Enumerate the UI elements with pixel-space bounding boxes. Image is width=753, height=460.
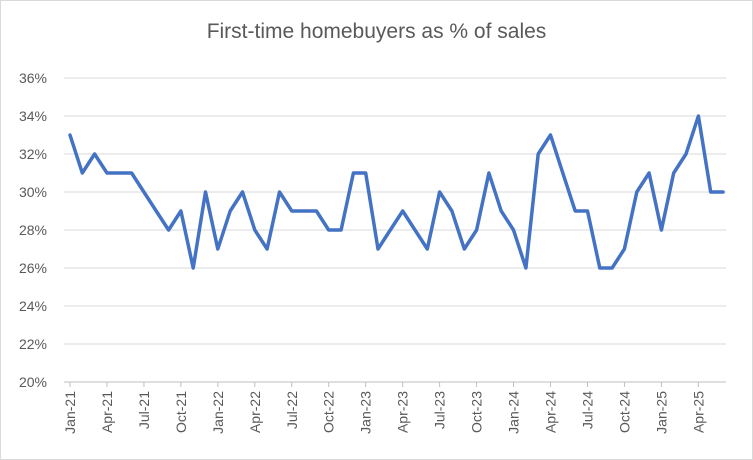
y-tick-label: 30% — [19, 184, 47, 200]
y-tick-label: 26% — [19, 260, 47, 276]
x-tick-label: Apr-24 — [543, 391, 559, 433]
x-tick-label: Oct-24 — [616, 391, 632, 433]
x-axis — [64, 381, 726, 387]
x-tick-label: Apr-22 — [247, 391, 263, 433]
series-layer — [68, 114, 725, 270]
x-axis-tick-labels: Jan-21 Apr-21 Jul-21 Oct-21 Jan-22 Apr-22 Jul-… — [62, 391, 706, 434]
x-tick-label: Jul-23 — [432, 391, 448, 429]
x-tick-label: Jan-21 — [62, 391, 78, 434]
x-tick-label: Apr-23 — [395, 391, 411, 433]
x-tick-label: Jul-24 — [579, 391, 595, 429]
x-tick-label: Jul-21 — [136, 391, 152, 429]
x-tick-label: Apr-25 — [690, 391, 706, 433]
y-tick-label: 32% — [19, 146, 47, 162]
x-tick-label: Oct-21 — [173, 391, 189, 433]
x-tick-label: Oct-23 — [469, 391, 485, 433]
x-tick-label: Jan-22 — [210, 391, 226, 434]
x-tick-label: Jan-24 — [506, 391, 522, 434]
y-tick-label: 24% — [19, 298, 47, 314]
x-tick-label: Oct-22 — [321, 391, 337, 433]
x-tick-label: Jul-22 — [284, 391, 300, 429]
x-tick-label: Jan-23 — [358, 391, 374, 434]
y-tick-label: 36% — [19, 70, 47, 86]
y-tick-label: 20% — [19, 374, 47, 390]
chart-title: First-time homebuyers as % of sales — [206, 20, 547, 43]
gridlines — [64, 77, 726, 383]
x-tick-label: Jan-25 — [653, 391, 669, 434]
series-line — [68, 114, 725, 270]
y-tick-label: 34% — [19, 108, 47, 124]
x-tick-label: Apr-21 — [99, 391, 115, 433]
y-axis-tick-labels: 20% 22% 24% 26% 28% 30% 32% 34% 36% — [19, 70, 47, 390]
y-tick-label: 22% — [19, 336, 47, 352]
y-tick-label: 28% — [19, 222, 47, 238]
